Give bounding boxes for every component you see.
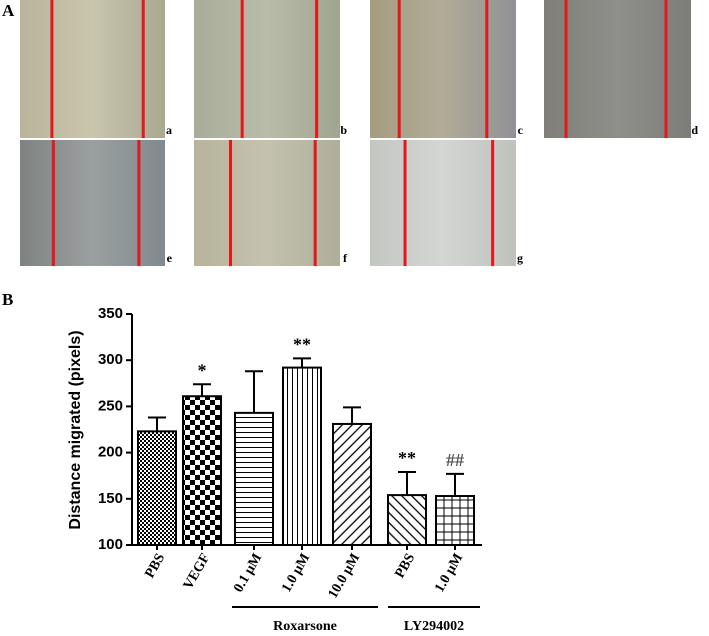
bar (137, 430, 177, 546)
wound-edge-line (485, 0, 489, 138)
micrograph (20, 140, 165, 266)
x-tick-label: 1.0 μM (279, 551, 313, 595)
wound-edge-line (397, 0, 401, 138)
wound-edge-line (315, 0, 319, 138)
image-label: c (518, 123, 524, 137)
y-tick-label: 350 (98, 305, 123, 322)
x-tick-label: 1.0 μM (432, 551, 466, 595)
micrograph (370, 0, 516, 138)
y-tick-label: 250 (98, 397, 123, 414)
y-tick-label: 300 (98, 351, 123, 368)
wound-edge-line (403, 140, 407, 266)
image-label: d (691, 123, 698, 137)
image-label: a (166, 123, 172, 137)
y-tick-label: 200 (98, 444, 123, 461)
image-label: g (517, 251, 523, 265)
image-label: f (343, 251, 348, 265)
group-label: Roxarsone (273, 619, 337, 634)
y-tick-label: 150 (98, 490, 123, 507)
significance-mark: * (198, 360, 207, 380)
bar (435, 495, 475, 547)
wound-edge-line (51, 140, 55, 266)
x-tick-label: 0.1 μM (231, 551, 265, 595)
panel-label: B (2, 290, 13, 309)
significance-mark: ** (398, 448, 416, 468)
axes (131, 314, 482, 546)
x-tick-label: PBS (392, 551, 418, 581)
wound-edge-line (313, 140, 317, 266)
bar (387, 494, 427, 547)
significance-mark: ** (293, 334, 311, 354)
x-tick-label: 10.0 μM (326, 551, 364, 601)
wound-edge-line (240, 0, 244, 138)
x-tick-label: VEGF (181, 551, 213, 592)
wound-edge-line (141, 0, 145, 138)
group-label: LY294002 (404, 619, 464, 634)
micrograph (20, 0, 165, 138)
x-tick-label: PBS (142, 551, 168, 581)
wound-edge-line (491, 140, 495, 266)
bar (282, 366, 322, 547)
y-tick-label: 100 (98, 536, 123, 553)
wound-edge-line (229, 140, 232, 266)
y-axis-label: Distance migrated (pixels) (67, 330, 84, 529)
image-label: b (340, 123, 347, 137)
wound-edge-line (664, 0, 668, 138)
bar (332, 422, 372, 546)
micrograph (194, 140, 340, 266)
wound-edge-line (50, 0, 54, 138)
wound-edge-line (564, 0, 568, 138)
significance-mark: ## (446, 450, 464, 470)
bar (182, 395, 222, 546)
image-label: e (167, 251, 173, 265)
wound-edge-line (137, 140, 141, 266)
bar (234, 411, 274, 547)
panel-label: A (2, 1, 15, 20)
